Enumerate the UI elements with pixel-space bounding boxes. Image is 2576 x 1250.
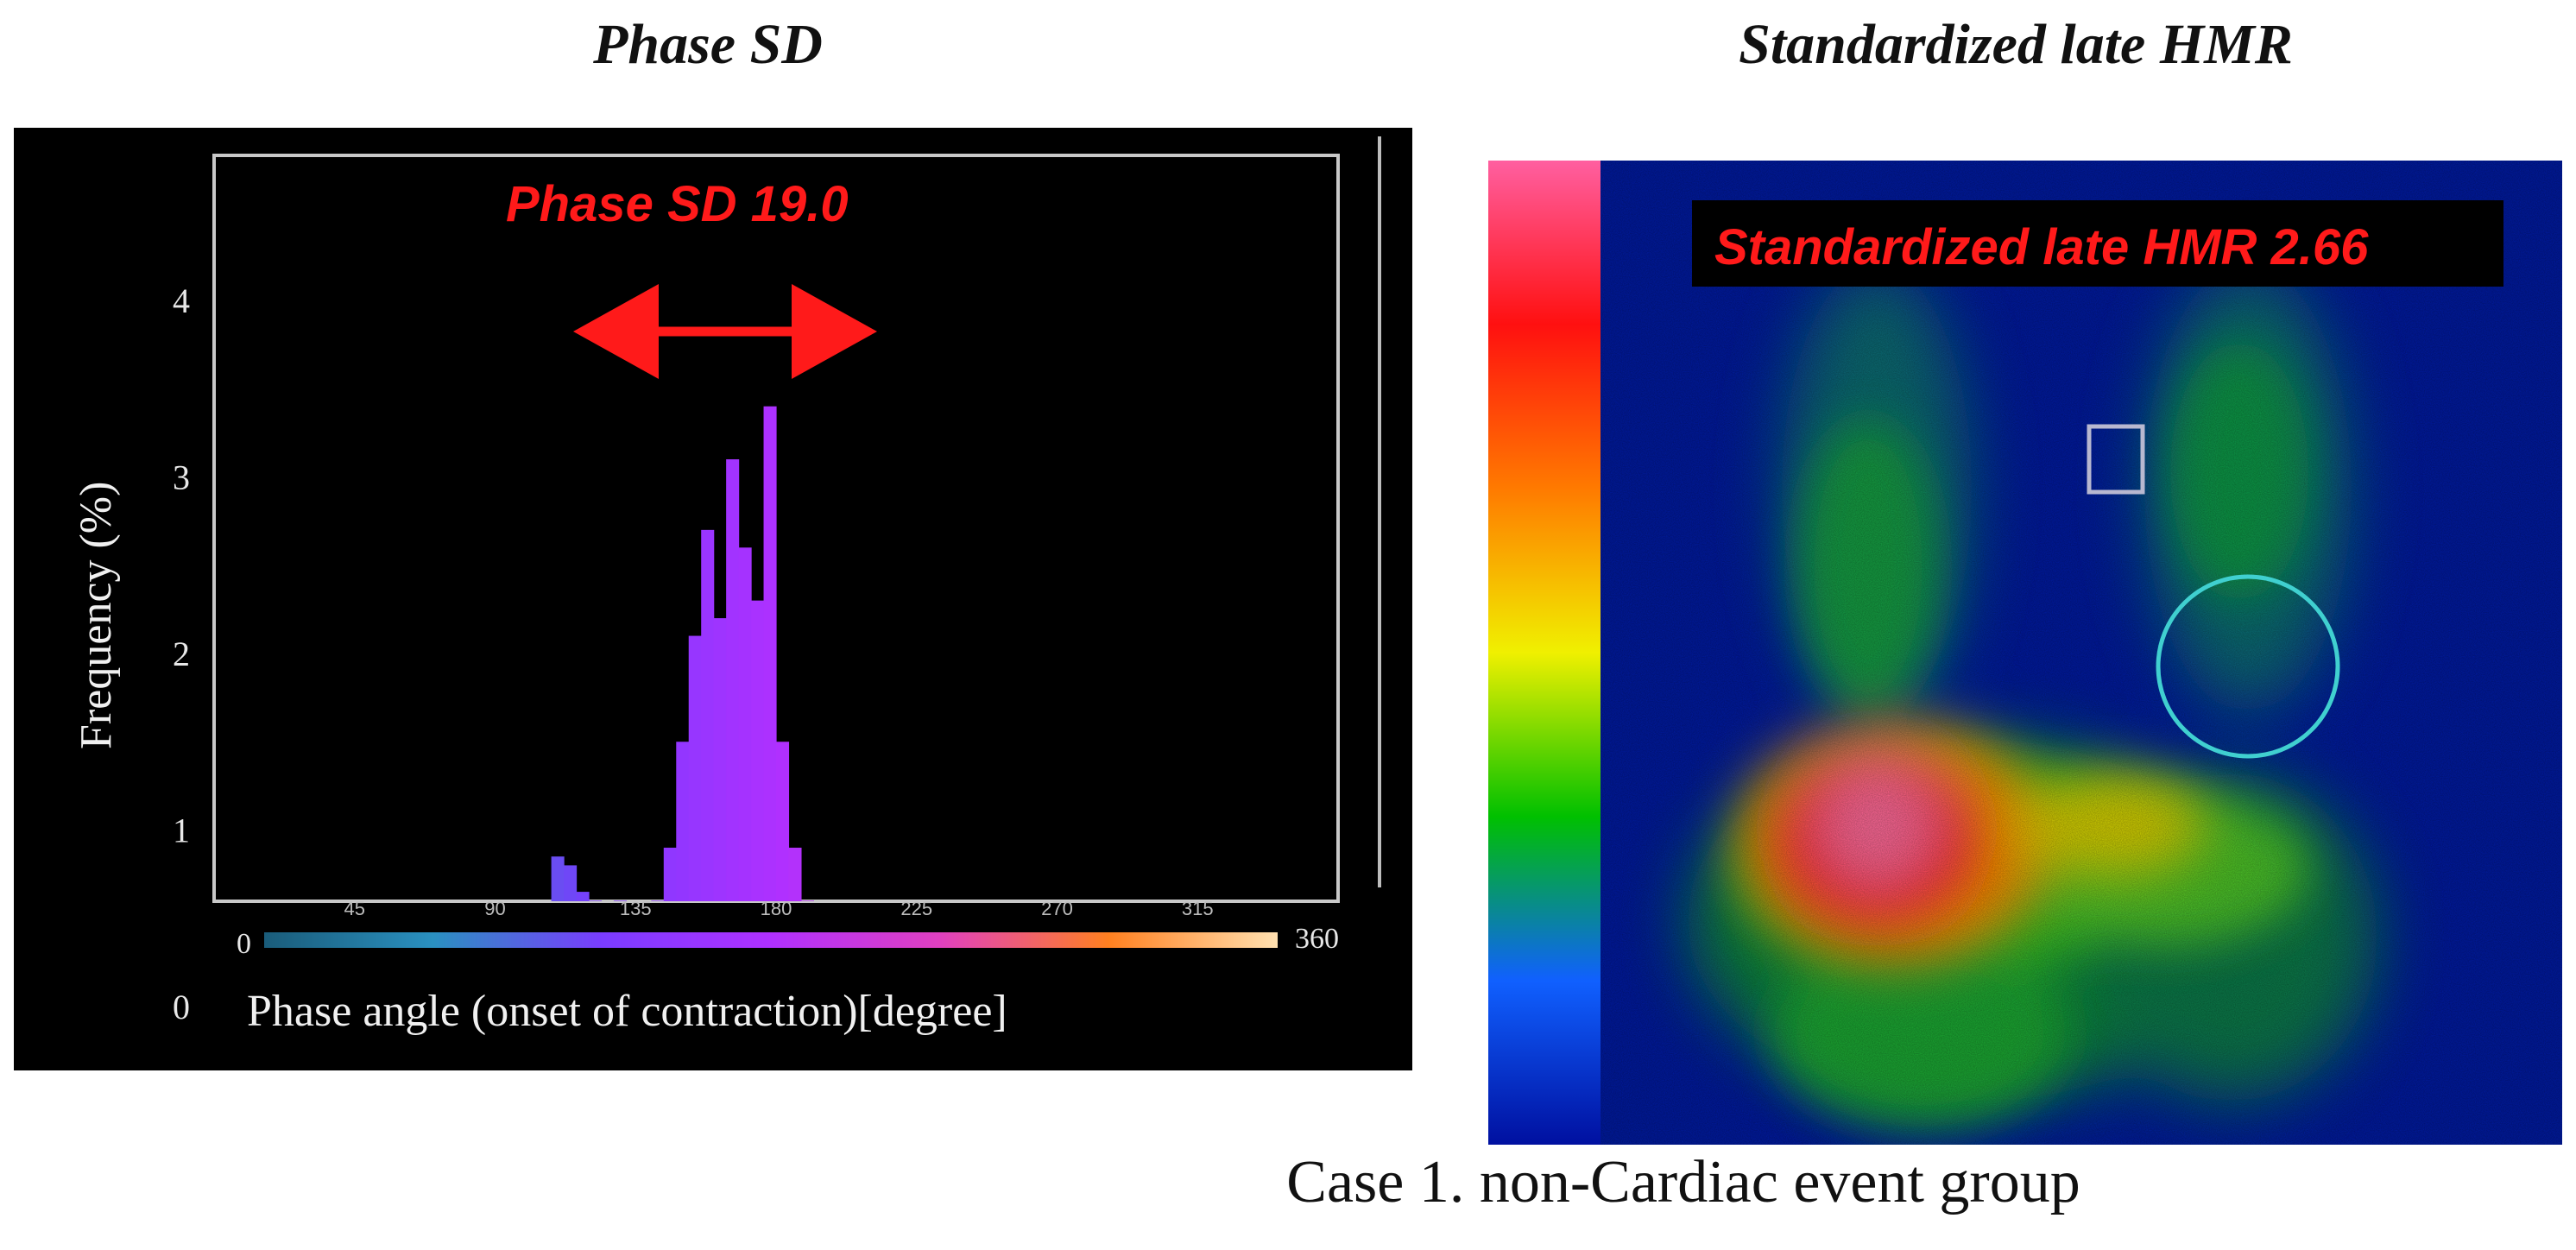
x-tick-label: 315 — [1182, 898, 1214, 919]
histogram-bar — [738, 547, 752, 901]
histogram-bar — [676, 742, 690, 901]
color-bar-min-label: 0 — [237, 928, 251, 960]
left-panel-title: Phase SD — [593, 13, 823, 76]
mediastinum-roi — [2087, 424, 2145, 495]
figure-caption: Case 1. non-Cardiac event group — [1286, 1149, 2080, 1215]
histogram-bar — [651, 900, 665, 901]
y-tick-label: 0 — [173, 988, 190, 1026]
y-tick-label: 2 — [173, 634, 190, 673]
phase-color-bar — [264, 932, 1278, 948]
x-tick-label: 270 — [1041, 898, 1073, 919]
phase-histogram-chart: 0 1 2 3 4 45 90 135 180 225 270 315 0 360 Phase an… — [72, 136, 1381, 1036]
phase-sd-annotation: Phase SD 19.0 — [506, 176, 849, 232]
histogram-bar — [763, 406, 777, 901]
histogram-bar — [713, 618, 727, 901]
x-tick-label: 135 — [620, 898, 652, 919]
y-tick-label: 3 — [173, 458, 190, 497]
right-panel-title: Standardized late HMR — [1739, 13, 2293, 76]
phase-histogram-panel: 0 1 2 3 4 45 90 135 180 225 270 315 0 360 Phase an… — [14, 128, 1412, 1070]
y-axis-label: Frequency (%) — [72, 482, 121, 749]
hmr-scan-panel: Standardized late HMR 2.66 — [1488, 161, 2562, 1145]
histogram-bar — [589, 900, 603, 901]
histogram-bar — [751, 600, 765, 901]
color-bar-max-label: 360 — [1295, 923, 1339, 955]
hmr-annotation: Standardized late HMR 2.66 — [1714, 219, 2369, 275]
histogram-bar — [551, 856, 565, 901]
histogram-bar — [613, 900, 627, 901]
histogram-bar — [701, 529, 715, 901]
histogram-bar — [564, 865, 578, 901]
histogram-bar — [788, 847, 802, 901]
scan-noise-overlay — [1601, 161, 2562, 1145]
histogram-bar — [800, 900, 814, 901]
x-tick-label: 180 — [761, 898, 792, 919]
y-tick-label: 1 — [173, 811, 190, 850]
x-tick-label: 90 — [484, 898, 505, 919]
hmr-scan-image: Standardized late HMR 2.66 — [1488, 161, 2562, 1145]
annotation-backdrop — [1692, 200, 2503, 287]
histogram-bar — [688, 635, 702, 901]
heart-roi — [2156, 574, 2340, 759]
color-scale-bar — [1488, 161, 1601, 1145]
histogram-bar — [663, 847, 677, 901]
histogram-bar — [726, 459, 740, 901]
x-tick-label: 45 — [344, 898, 365, 919]
histogram-bar — [776, 742, 790, 901]
x-axis-label: Phase angle (onset of contraction)[degre… — [247, 987, 1007, 1036]
histogram-bar — [576, 892, 590, 901]
y-tick-label: 4 — [173, 281, 190, 320]
x-tick-label: 225 — [900, 898, 932, 919]
